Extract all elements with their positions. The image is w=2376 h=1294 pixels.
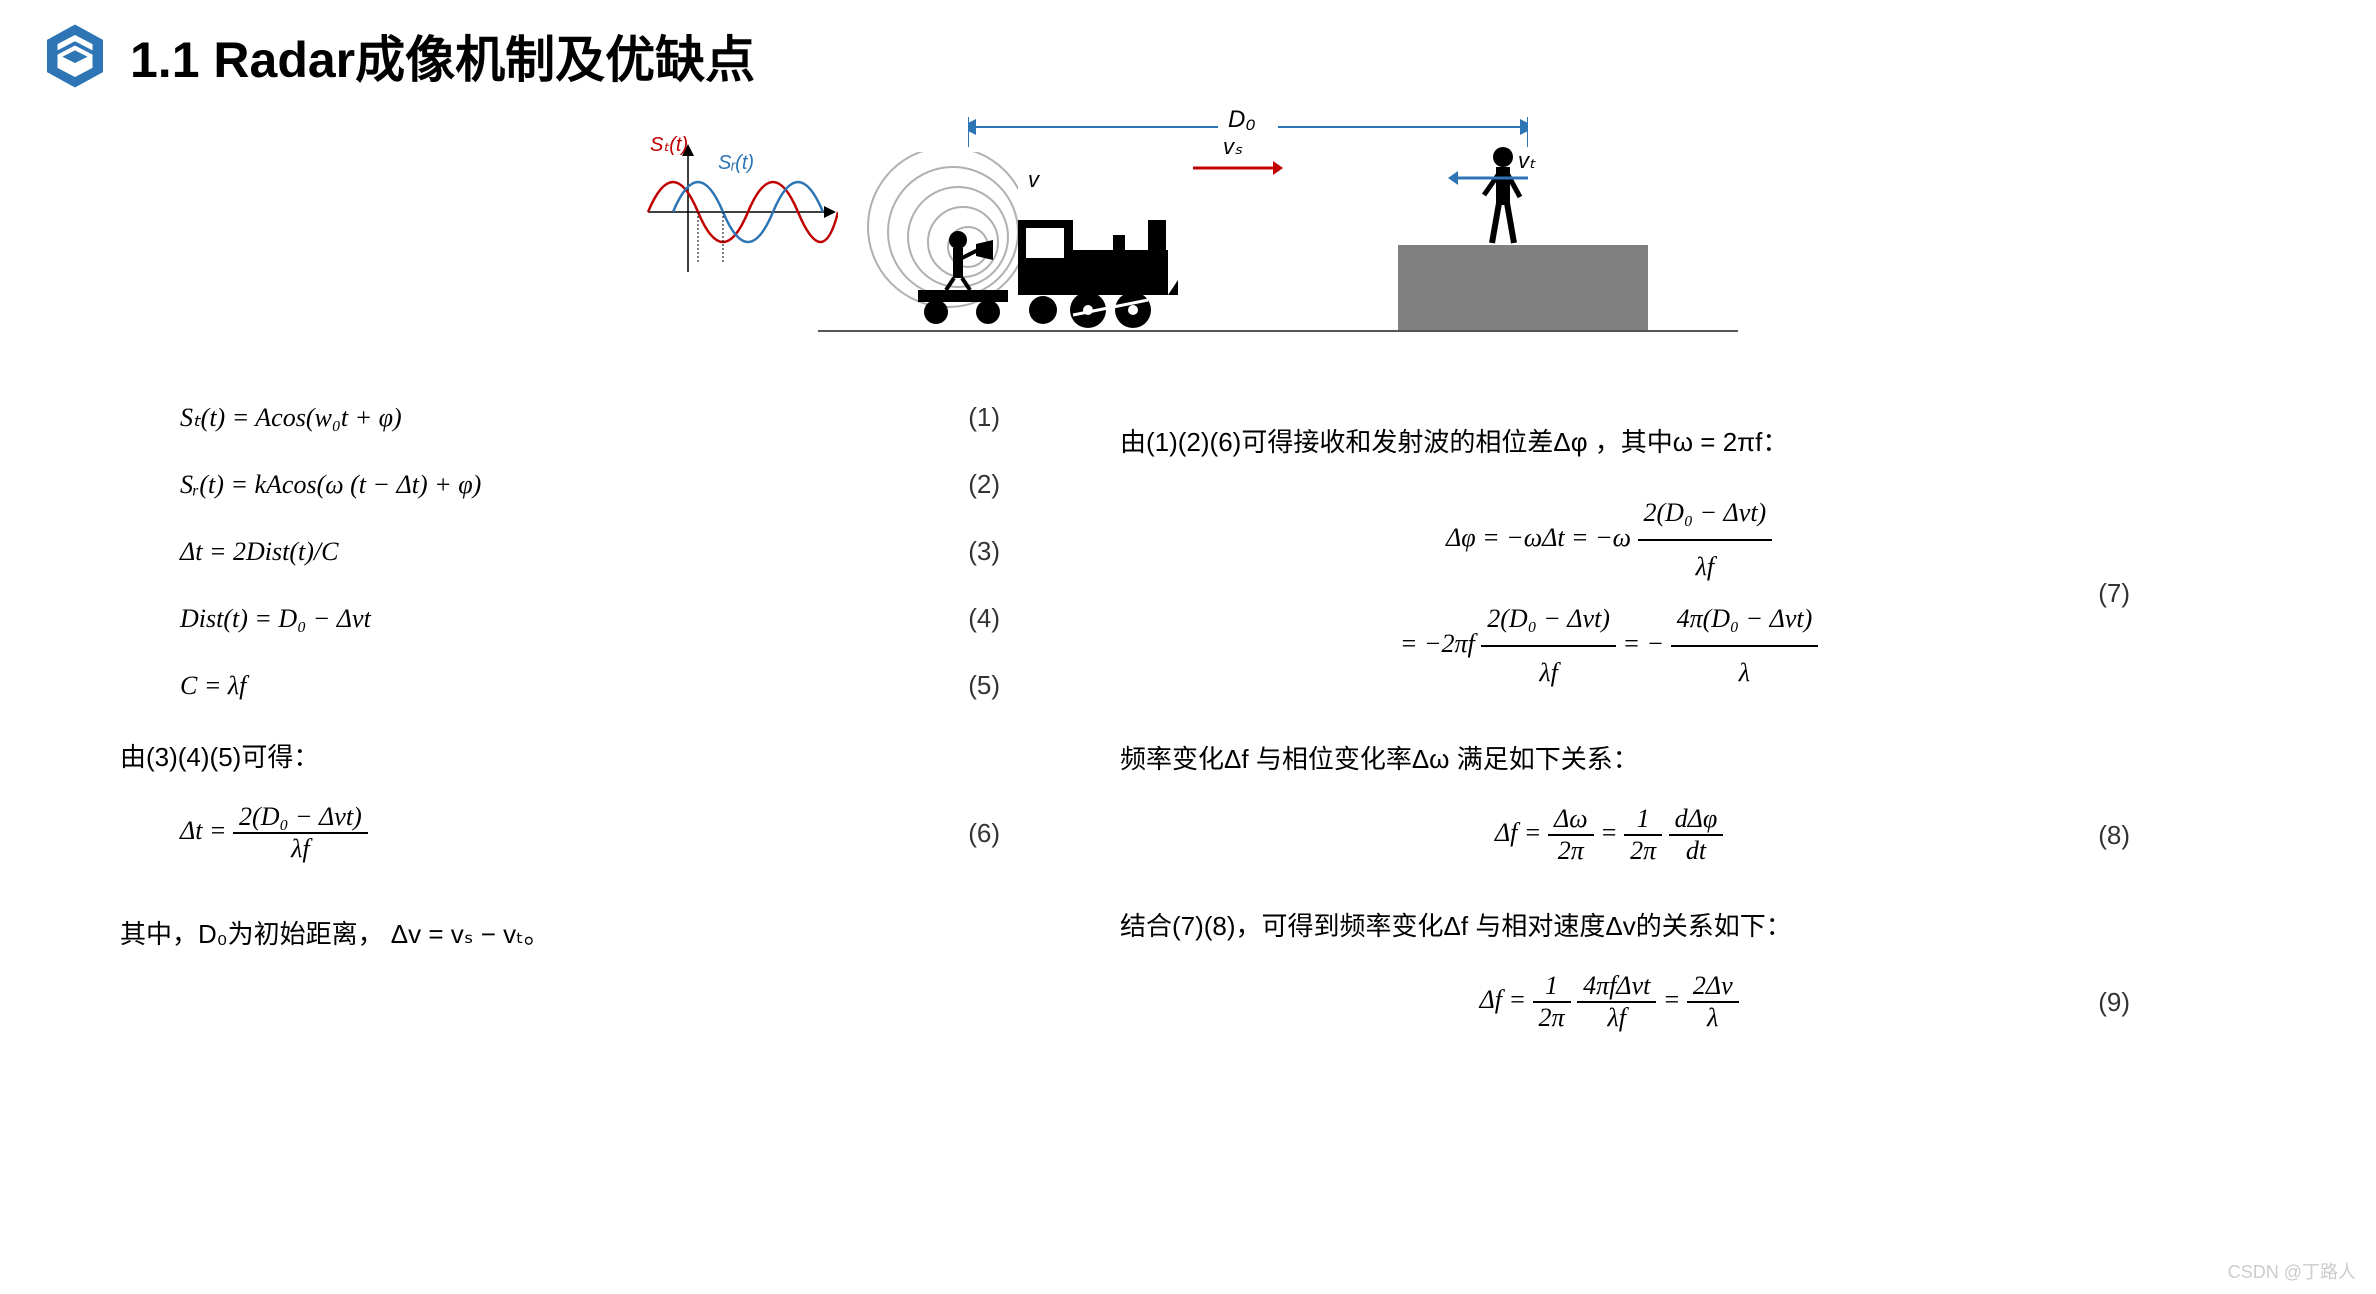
eq-8: Δf = Δω 2π = 1 2π dΔφ dt (8) [1120,804,2170,866]
eq-3-num: (3) [968,536,1040,567]
d0-label: D₀ [1228,106,1255,134]
vs-label: vₛ [1223,134,1242,160]
logo-icon [40,21,110,91]
right-column: 由(1)(2)(6)可得接收和发射波的相位差Δφ ，其中ω = 2πf： Δφ … [1120,402,2170,1073]
sr-label: Sᵣ(t) [718,152,754,175]
eq-7-l2f1-bot: λf [1481,647,1616,699]
right-text-2: 频率变化Δf 与相位变化率Δω 满足如下关系： [1120,739,2170,776]
eq-8-f2-bot: 2π [1624,836,1662,866]
eq-3: Δt = 2Dist(t)/C (3) [180,536,1040,567]
eq-9-f3-top: 2Δv [1687,971,1739,1003]
left-text-2: 其中，D₀为初始距离， Δv = vₛ − vₜ。 [120,914,1040,951]
eq-8-f1-top: Δω [1548,804,1594,836]
eq-2: Sᵣ(t) = kAcos(ω (t − Δt) + φ) (2) [180,469,1040,500]
eq-7-line1-lhs: Δφ = −ωΔt = −ω [1446,523,1631,552]
eq-9-math: Δf = 1 2π 4πfΔvt λf = 2Δv λ [1120,971,2098,1033]
eq-7-l2f2-top: 4π(D₀ − Δvt) [1671,593,1819,647]
eq-9-f1-top: 1 [1533,971,1571,1003]
eq-7-l2f1-top: 2(D₀ − Δvt) [1481,593,1616,647]
eq-5: C = λf (5) [180,670,1040,701]
eq-6-lhs: Δt = [180,816,227,845]
eq-9-num: (9) [2098,987,2170,1018]
eq-1-math: Sₜ(t) = Acos(w₀t + φ) [180,403,402,433]
eq-8-f3-bot: dt [1669,836,1724,866]
vs-arrow [1193,158,1283,178]
eq-4-num: (4) [968,603,1040,634]
equations-columns: Sₜ(t) = Acos(w₀t + φ) (1) Sᵣ(t) = kAcos(… [0,352,2376,1073]
page-title: 1.1 Radar成像机制及优缺点 [130,20,755,92]
ground-line [818,330,1738,332]
locomotive-icon [918,180,1178,330]
eq-5-num: (5) [968,670,1040,701]
eq-3-math: Δt = 2Dist(t)/C [180,537,338,567]
eq-7-l1-bot: λf [1638,541,1773,593]
eq-2-math: Sᵣ(t) = kAcos(ω (t − Δt) + φ) [180,470,481,500]
eq-6-frac-bot: λf [233,834,368,864]
platform [1398,245,1648,330]
eq-8-num: (8) [2098,820,2170,851]
eq-7-l2f2-bot: λ [1671,647,1819,699]
eq-9-f3-bot: λ [1687,1003,1739,1033]
eq-9-f1-bot: 2π [1533,1003,1571,1033]
eq-6-frac-top: 2(D₀ − Δvt) [233,802,368,834]
eq-8-mid: = [1600,818,1618,847]
right-text-3: 结合(7)(8)，可得到频率变化Δf 与相对速度Δv的关系如下： [1120,906,2170,943]
eq-9: Δf = 1 2π 4πfΔvt λf = 2Δv λ (9) [1120,971,2170,1033]
eq-4: Dist(t) = D₀ − Δvt (4) [180,603,1040,634]
eq-4-math: Dist(t) = D₀ − Δvt [180,604,371,634]
header: 1.1 Radar成像机制及优缺点 [0,0,2376,112]
st-label: Sₜ(t) [650,132,688,157]
eq-2-num: (2) [968,469,1040,500]
vt-arrow [1448,168,1528,188]
eq-1: Sₜ(t) = Acos(w₀t + φ) (1) [180,402,1040,433]
left-text-1: 由(3)(4)(5)可得： [120,737,1040,774]
eq-6-num: (6) [968,818,1040,849]
eq-9-f2-bot: λf [1577,1003,1656,1033]
eq-5-math: C = λf [180,671,246,701]
eq-7-num: (7) [2098,578,2170,609]
left-column: Sₜ(t) = Acos(w₀t + φ) (1) Sᵣ(t) = kAcos(… [180,402,1040,1073]
eq-8-f2-top: 1 [1624,804,1662,836]
eq-8-f1-bot: 2π [1548,836,1594,866]
eq-7-line2-lhs: = −2πf [1400,629,1475,658]
eq-8-math: Δf = Δω 2π = 1 2π dΔφ dt [1120,804,2098,866]
vt-label: vₜ [1518,148,1536,174]
eq-7-line2-mid: = − [1622,629,1664,658]
eq-9-f2-top: 4πfΔvt [1577,971,1656,1003]
eq-7-math: Δφ = −ωΔt = −ω 2(D₀ − Δvt) λf = −2πf 2(D… [1120,487,2098,699]
eq-6-math: Δt = 2(D₀ − Δvt) λf [180,802,368,864]
eq-6: Δt = 2(D₀ − Δvt) λf (6) [180,802,1040,864]
watermark: CSDN @丁路人 [2228,1258,2356,1284]
eq-8-lhs: Δf = [1495,818,1542,847]
eq-8-f3-top: dΔφ [1669,804,1724,836]
eq-9-lhs: Δf = [1480,985,1527,1014]
eq-9-mid: = [1663,985,1681,1014]
eq-1-num: (1) [968,402,1040,433]
eq-7: Δφ = −ωΔt = −ω 2(D₀ − Δvt) λf = −2πf 2(D… [1120,487,2170,699]
doppler-diagram: D₀ Sₜ(t) Sᵣ(t) v [638,112,1738,352]
eq-7-l1-top: 2(D₀ − Δvt) [1638,487,1773,541]
right-text-1: 由(1)(2)(6)可得接收和发射波的相位差Δφ ，其中ω = 2πf： [1120,422,2170,459]
